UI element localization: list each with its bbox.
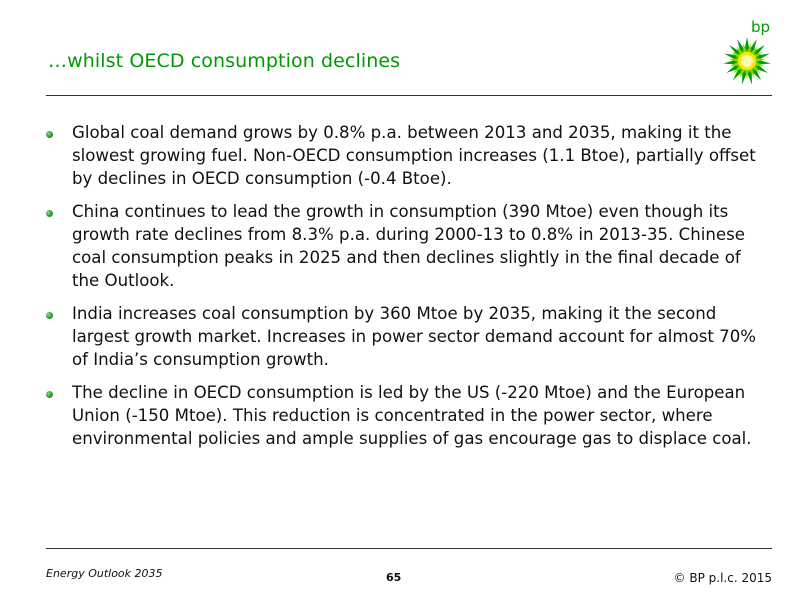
bullet-item: India increases coal consumption by 360 … (46, 302, 766, 371)
bullet-text: China continues to lead the growth in co… (72, 202, 745, 290)
bullet-text: India increases coal consumption by 360 … (72, 304, 757, 369)
green-bullet-icon (46, 210, 53, 217)
bullet-text: The decline in OECD consumption is led b… (72, 383, 752, 448)
green-bullet-icon (46, 131, 53, 138)
green-bullet-icon (46, 312, 53, 319)
footer-copyright: © BP p.l.c. 2015 (673, 571, 772, 585)
bullet-list: Global coal demand grows by 0.8% p.a. be… (46, 121, 766, 460)
bullet-text: Global coal demand grows by 0.8% p.a. be… (72, 123, 756, 188)
bp-logo-text: bp (751, 18, 771, 36)
footer-divider (46, 548, 772, 549)
slide-title: …whilst OECD consumption declines (48, 50, 401, 72)
page-number: 65 (386, 571, 402, 584)
bp-helios-logo-icon (721, 35, 773, 87)
header-divider (46, 95, 772, 96)
bullet-item: The decline in OECD consumption is led b… (46, 381, 766, 450)
footer-publication: Energy Outlook 2035 (46, 567, 163, 580)
bullet-item: Global coal demand grows by 0.8% p.a. be… (46, 121, 766, 190)
bullet-item: China continues to lead the growth in co… (46, 200, 766, 292)
green-bullet-icon (46, 391, 53, 398)
